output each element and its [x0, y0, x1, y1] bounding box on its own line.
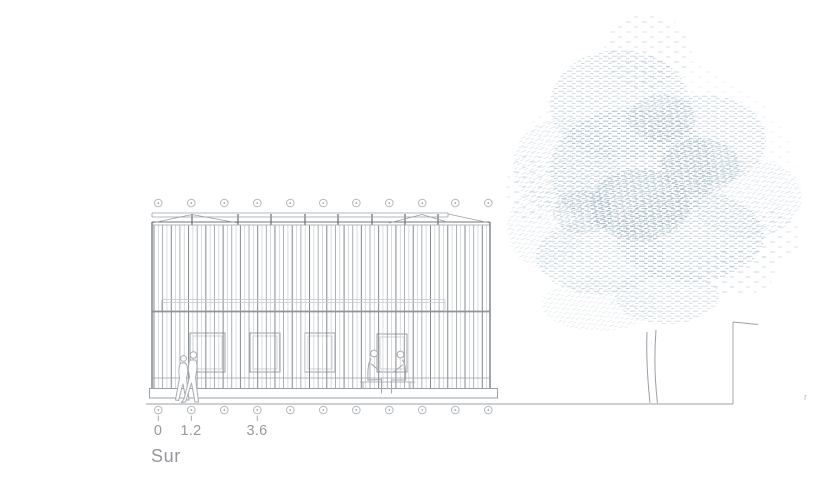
- edge-artifact-mark: r: [804, 392, 807, 402]
- scale-label-0: 0: [153, 423, 163, 439]
- scale-label-3-6: 3.6: [246, 423, 268, 439]
- scale-label-1-2: 1.2: [180, 423, 202, 439]
- drawing-title: Sur: [151, 446, 181, 466]
